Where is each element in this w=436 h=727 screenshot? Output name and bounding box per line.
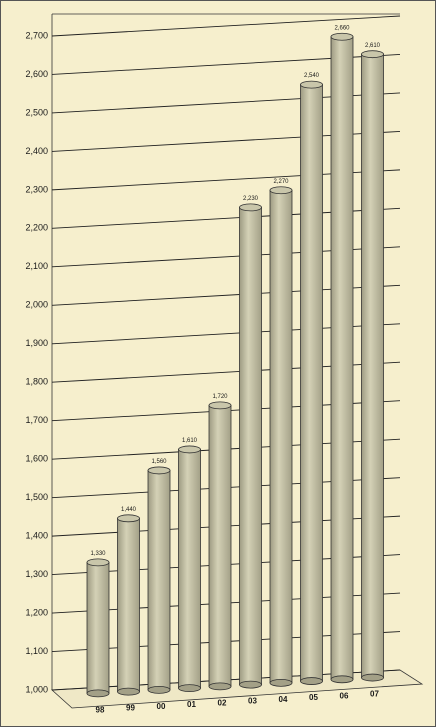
y-tick-label: 1,200 bbox=[25, 607, 48, 617]
value-label: 2,610 bbox=[365, 43, 381, 49]
value-label: 1,440 bbox=[121, 507, 137, 513]
x-tick-label: 99 bbox=[126, 704, 135, 713]
value-label: 2,230 bbox=[243, 196, 259, 202]
bar-top bbox=[86, 558, 110, 567]
value-label: 2,540 bbox=[304, 73, 320, 79]
bar-bottom bbox=[361, 673, 384, 682]
y-tick-label: 1,700 bbox=[25, 415, 48, 425]
bar-top bbox=[361, 50, 384, 59]
bar-bottom bbox=[208, 682, 232, 691]
bar bbox=[300, 84, 323, 682]
x-tick-label: 06 bbox=[340, 691, 349, 700]
bar-top bbox=[239, 203, 262, 212]
y-tick-label: 1,500 bbox=[25, 492, 48, 502]
x-tick-label: 02 bbox=[218, 698, 227, 707]
bar-bottom bbox=[117, 687, 140, 696]
bar bbox=[361, 53, 384, 678]
bar bbox=[147, 470, 171, 691]
bar bbox=[178, 449, 201, 689]
bar bbox=[86, 562, 110, 694]
y-tick-label: 2,700 bbox=[25, 30, 48, 40]
x-tick-label: 04 bbox=[279, 695, 288, 704]
bar bbox=[208, 404, 232, 687]
bar bbox=[269, 189, 293, 684]
bar-top bbox=[178, 445, 201, 454]
y-tick-label: 1,100 bbox=[25, 646, 48, 656]
bar-bottom bbox=[269, 678, 293, 687]
y-tick-label: 1,300 bbox=[25, 569, 48, 579]
bar-top bbox=[147, 466, 171, 475]
value-label: 2,270 bbox=[273, 179, 289, 185]
y-tick-label: 2,200 bbox=[25, 223, 48, 233]
value-label: 1,610 bbox=[182, 438, 198, 444]
bar bbox=[239, 207, 262, 685]
x-tick-label: 01 bbox=[187, 700, 196, 709]
value-label: 1,330 bbox=[90, 551, 106, 557]
y-tick-label: 1,000 bbox=[25, 684, 48, 694]
bar-bottom bbox=[147, 685, 171, 694]
y-tick-label: 2,400 bbox=[25, 146, 48, 156]
y-tick-label: 2,500 bbox=[25, 107, 48, 117]
bar bbox=[330, 36, 354, 680]
x-tick-label: 03 bbox=[248, 697, 257, 706]
bar bbox=[117, 517, 140, 693]
bar-top bbox=[269, 186, 293, 195]
x-tick-label: 98 bbox=[96, 705, 105, 714]
y-tick-label: 2,000 bbox=[25, 300, 48, 310]
bar-bottom bbox=[239, 680, 262, 689]
y-tick-label: 1,600 bbox=[25, 454, 48, 464]
grid-line bbox=[51, 15, 401, 37]
value-label: 2,660 bbox=[334, 25, 350, 31]
bar-top bbox=[330, 32, 354, 41]
x-tick-label: 07 bbox=[370, 690, 379, 699]
y-tick-label: 2,100 bbox=[25, 261, 48, 271]
y-tick-label: 2,300 bbox=[25, 184, 48, 194]
x-tick-label: 00 bbox=[157, 702, 166, 711]
x-tick-label: 05 bbox=[309, 693, 318, 702]
y-tick-label: 2,600 bbox=[25, 69, 48, 79]
bar-bottom bbox=[300, 677, 323, 685]
bar-bottom bbox=[330, 675, 354, 684]
bar-bottom bbox=[178, 684, 201, 692]
y-tick-label: 1,400 bbox=[25, 530, 48, 540]
bar-top bbox=[208, 401, 232, 410]
y-tick-label: 1,800 bbox=[25, 377, 48, 387]
bar-bottom bbox=[86, 689, 110, 698]
value-label: 1,560 bbox=[151, 459, 167, 465]
y-tick-label: 1,900 bbox=[25, 338, 48, 348]
bar-top bbox=[117, 514, 140, 523]
value-label: 1,720 bbox=[212, 394, 228, 400]
bar-top bbox=[300, 80, 323, 89]
